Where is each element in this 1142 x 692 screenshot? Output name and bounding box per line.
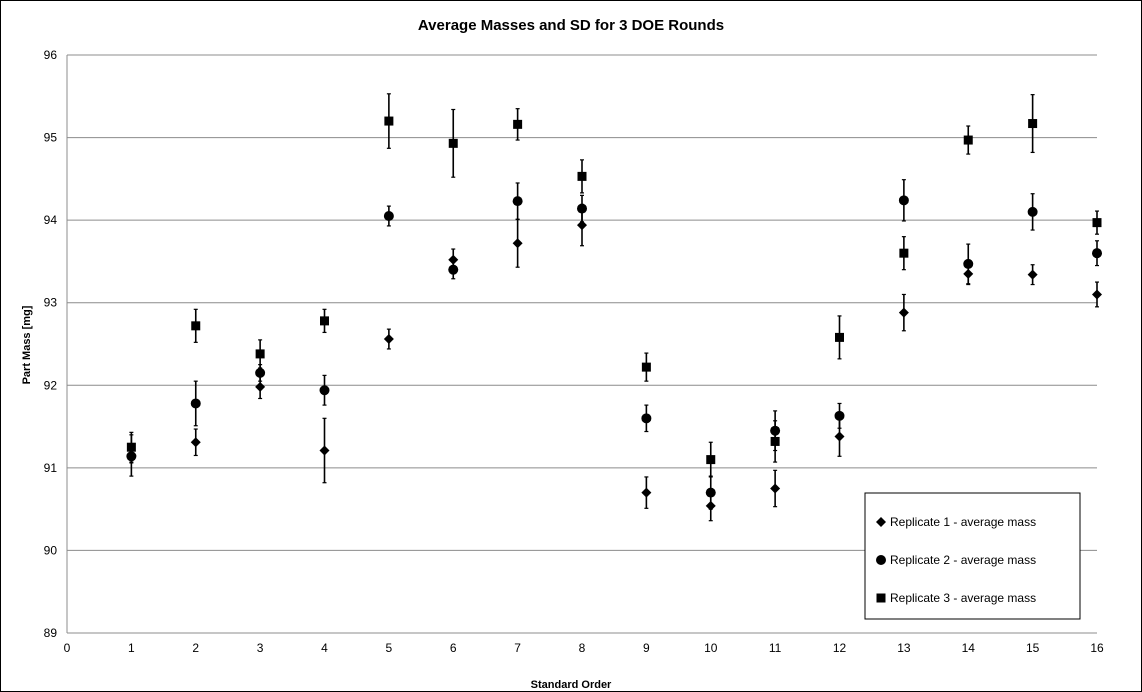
- data-series: [126, 93, 1102, 522]
- data-point-series-2-x-8: [577, 203, 587, 214]
- x-tick-label-16: 16: [1090, 641, 1104, 655]
- series-2: [126, 179, 1102, 510]
- data-point-series-1-x-13: [898, 307, 909, 318]
- legend-label-series-1: Replicate 1 - average mass: [890, 515, 1036, 529]
- data-point-series-1-x-16: [1092, 289, 1102, 300]
- data-point-series-1-x-6: [448, 254, 459, 265]
- data-point-series-3-x-2: [191, 321, 201, 331]
- data-point-series-1-x-11: [770, 483, 781, 494]
- data-point-series-1-x-4: [319, 445, 330, 456]
- y-tick-label-94: 94: [44, 213, 58, 227]
- data-point-series-3-x-7: [513, 119, 523, 129]
- data-point-series-1-x-8: [577, 220, 587, 231]
- x-tick-label-4: 4: [321, 641, 328, 655]
- data-point-series-2-x-6: [448, 264, 459, 275]
- legend-marker-series-2: [876, 555, 886, 565]
- y-tick-label-96: 96: [44, 48, 58, 62]
- x-tick-label-10: 10: [704, 641, 718, 655]
- y-tick-label-89: 89: [44, 626, 58, 640]
- data-point-series-2-x-10: [705, 487, 716, 498]
- data-point-series-3-x-1: [126, 442, 136, 452]
- x-tick-label-11: 11: [769, 641, 782, 655]
- x-tick-label-1: 1: [128, 641, 135, 655]
- data-point-series-3-x-9: [641, 362, 651, 372]
- data-point-series-3-x-16: [1092, 218, 1102, 228]
- y-tick-label-95: 95: [44, 131, 58, 145]
- x-axis-label: Standard Order: [531, 679, 612, 691]
- y-tick-label-93: 93: [44, 296, 58, 310]
- legend-label-series-2: Replicate 2 - average mass: [890, 553, 1036, 567]
- x-tick-label-3: 3: [257, 641, 264, 655]
- data-point-series-1-x-3: [255, 381, 266, 392]
- data-point-series-3-x-5: [384, 116, 394, 126]
- chart-title: Average Masses and SD for 3 DOE Rounds: [418, 17, 724, 34]
- data-point-series-1-x-7: [512, 238, 523, 249]
- data-point-series-3-x-3: [255, 349, 265, 359]
- data-point-series-2-x-9: [641, 413, 652, 424]
- data-point-series-3-x-6: [448, 138, 458, 148]
- series-3: [126, 93, 1102, 478]
- data-point-series-2-x-7: [512, 196, 523, 207]
- y-axis-label: Part Mass [mg]: [21, 305, 33, 384]
- data-point-series-3-x-4: [320, 316, 329, 326]
- data-point-series-3-x-8: [577, 171, 587, 181]
- data-point-series-2-x-3: [255, 367, 266, 378]
- data-point-series-3-x-15: [1028, 119, 1038, 129]
- data-point-series-3-x-13: [899, 248, 909, 258]
- legend-label-series-3: Replicate 3 - average mass: [890, 591, 1036, 605]
- legend-marker-series-1: [876, 517, 886, 527]
- data-point-series-2-x-5: [383, 211, 394, 222]
- data-point-series-1-x-12: [834, 431, 845, 442]
- data-point-series-2-x-15: [1027, 206, 1038, 217]
- x-tick-label-5: 5: [386, 641, 393, 655]
- x-tick-label-6: 6: [450, 641, 457, 655]
- data-point-series-3-x-14: [963, 135, 973, 145]
- x-tick-label-9: 9: [643, 641, 650, 655]
- x-tick-label-8: 8: [579, 641, 586, 655]
- data-point-series-3-x-11: [770, 436, 780, 446]
- legend-marker-series-3: [876, 593, 886, 603]
- x-tick-label-13: 13: [897, 641, 911, 655]
- x-tick-label-0: 0: [64, 641, 71, 655]
- legend-box: [864, 492, 1081, 620]
- data-point-series-2-x-12: [834, 410, 845, 421]
- y-tick-label-92: 92: [44, 378, 58, 392]
- x-tick-label-12: 12: [833, 641, 847, 655]
- x-tick-label-7: 7: [514, 641, 521, 655]
- x-tick-label-2: 2: [192, 641, 199, 655]
- x-tick-label-15: 15: [1026, 641, 1040, 655]
- data-point-series-2-x-2: [190, 398, 201, 409]
- y-tick-label-90: 90: [44, 543, 58, 557]
- x-tick-label-14: 14: [962, 641, 976, 655]
- data-point-series-2-x-13: [898, 195, 909, 206]
- data-point-series-1-x-2: [190, 437, 201, 448]
- data-point-series-2-x-14: [963, 258, 974, 269]
- legend: Replicate 1 - average mass Replicate 2 - …: [864, 492, 1081, 620]
- data-point-series-1-x-5: [383, 334, 394, 345]
- data-point-series-2-x-16: [1092, 248, 1102, 259]
- data-point-series-1-x-9: [641, 487, 652, 498]
- data-point-series-2-x-4: [319, 385, 330, 396]
- y-tick-label-91: 91: [44, 461, 58, 475]
- data-point-series-1-x-15: [1027, 269, 1038, 280]
- data-point-series-3-x-12: [835, 332, 844, 342]
- data-point-series-3-x-10: [706, 455, 716, 465]
